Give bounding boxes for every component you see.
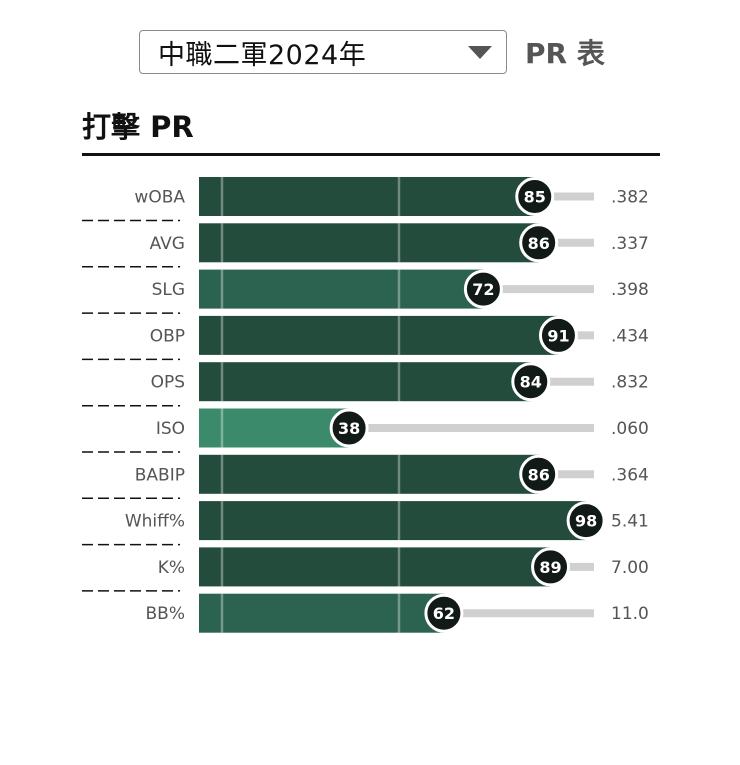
row-label: wOBA (134, 188, 185, 208)
section-divider (82, 153, 660, 156)
row-label: OPS (151, 373, 185, 393)
pr-badge (329, 408, 369, 448)
pr-value-label: 72 (472, 280, 494, 299)
row-label: SLG (152, 280, 185, 300)
stat-value-label: .364 (611, 465, 649, 485)
pr-value-label: 85 (524, 188, 546, 207)
section-title: 打擊 PR (82, 110, 194, 144)
bar-row-ops: OPS 84 .832 (82, 362, 649, 407)
pr-value-label: 98 (575, 512, 597, 531)
stat-value-label: .832 (611, 373, 649, 393)
stat-value-label: 7.00 (611, 558, 649, 578)
row-label: OBP (150, 326, 185, 346)
pr-badge (515, 177, 555, 216)
stat-value-label: .398 (611, 280, 649, 300)
stat-value-label: .060 (611, 419, 649, 439)
pr-value-label: 62 (433, 604, 455, 623)
pr-table-label: PR 表 (525, 37, 605, 70)
pr-badge (566, 501, 606, 541)
pr-bar (199, 408, 350, 448)
pr-bar (199, 593, 444, 633)
bar-row-avg: AVG 86 .337 (82, 223, 649, 268)
dropdown-selected-value: 中職二軍2024年 (158, 39, 367, 71)
league-year-dropdown[interactable]: 中職二軍2024年 (139, 30, 507, 74)
pr-bar (199, 177, 535, 216)
pr-value-label: 86 (528, 234, 550, 253)
stat-value-label: .382 (611, 188, 649, 208)
pr-bar (199, 547, 551, 587)
pr-badge (424, 593, 464, 633)
pr-value-label: 86 (528, 465, 550, 484)
pr-bar (199, 362, 531, 402)
bar-row-iso: ISO 38 .060 (82, 408, 649, 453)
stat-value-label: 5.41 (611, 512, 649, 532)
row-label: ISO (156, 419, 185, 439)
pr-value-label: 91 (547, 326, 569, 345)
stat-value-label: .337 (611, 234, 649, 254)
pr-bar (199, 223, 539, 263)
bar-row-obp: OBP 91 .434 (82, 315, 649, 361)
bar-row-k-pct: K% 89 7.00 (82, 547, 649, 592)
pr-bar (199, 315, 559, 355)
row-label: AVG (150, 234, 185, 254)
pr-value-label: 89 (539, 558, 561, 577)
chevron-down-icon[interactable] (468, 45, 492, 59)
stat-value-label: .434 (611, 326, 649, 346)
pr-bar (199, 454, 539, 494)
stat-value-label: 11.0 (611, 604, 649, 624)
pr-badge (511, 362, 551, 402)
top-bar: 中職二軍2024年 PR 表 (139, 28, 605, 76)
bar-row-whiff-pct: Whiff% 98 5.41 (82, 501, 649, 546)
pr-badge (463, 269, 503, 309)
row-label: BABIP (135, 465, 185, 485)
pr-badge (519, 454, 559, 494)
bar-row-slg: SLG 72 .398 (82, 269, 649, 314)
pr-badge (531, 547, 571, 587)
pr-value-label: 38 (338, 419, 360, 438)
bar-row-woba: wOBA 85 .382 (82, 177, 649, 222)
row-label: BB% (146, 604, 185, 624)
pr-bar (199, 501, 587, 541)
pr-badge (519, 223, 559, 263)
row-label: K% (158, 558, 185, 578)
pr-badge (538, 315, 578, 355)
bar-row-babip: BABIP 86 .364 (82, 454, 649, 500)
pr-value-label: 84 (520, 373, 542, 392)
pr-bar (199, 269, 484, 309)
row-label: Whiff% (125, 512, 185, 532)
bar-row-bb-pct: BB% 62 11.0 (146, 593, 649, 633)
